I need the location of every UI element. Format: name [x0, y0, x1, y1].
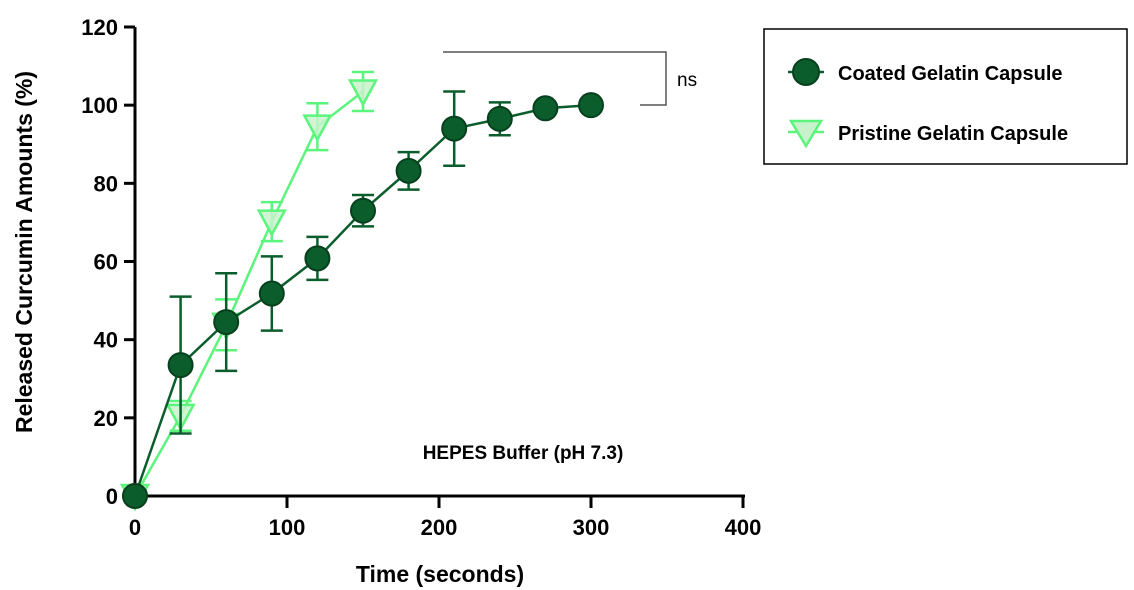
pristine-point [302, 114, 333, 143]
legend: Coated Gelatin Capsule Pristine Gelatin … [763, 28, 1128, 165]
significance-label: ns [677, 70, 697, 91]
legend-marker-coated [792, 58, 820, 86]
coated-point [258, 280, 285, 307]
significance-bracket [443, 51, 667, 106]
pristine-point [347, 79, 379, 108]
x-ticks: 0 100 200 300 400 [129, 496, 761, 540]
series-pristine [119, 70, 379, 512]
coated-line [133, 103, 592, 497]
coated-point [304, 245, 331, 272]
x-tick-label: 400 [725, 515, 762, 540]
y-tick-label: 80 [94, 171, 118, 196]
series-coated [122, 90, 604, 509]
x-tick-label: 300 [573, 515, 610, 540]
pristine-point [256, 209, 287, 238]
y-tick-label: 120 [81, 15, 118, 40]
y-tick-label: 60 [94, 250, 118, 275]
legend-marker-pristine [788, 119, 824, 149]
coated-point [578, 92, 604, 119]
y-tick-label: 0 [106, 484, 118, 509]
coated-point [441, 115, 468, 142]
x-axis-title: Time (seconds) [356, 561, 524, 587]
x-tick-label: 0 [129, 515, 141, 540]
coated-point [395, 157, 422, 184]
y-tick-label: 40 [94, 328, 118, 353]
x-tick-label: 100 [269, 515, 306, 540]
y-tick-label: 20 [94, 406, 118, 431]
y-tick-label: 100 [81, 93, 118, 118]
y-ticks: 0 20 40 60 80 100 120 [81, 15, 135, 509]
series-layer [119, 70, 604, 512]
legend-label-coated: Coated Gelatin Capsule [838, 63, 1063, 85]
legend-label-pristine: Pristine Gelatin Capsule [838, 123, 1068, 145]
coated-point [167, 352, 194, 379]
legend-box [763, 28, 1128, 165]
coated-point [486, 105, 513, 132]
pristine-line [133, 90, 364, 497]
coated-point [350, 197, 376, 224]
y-axis-title: Released Curcumin Amounts (%) [11, 71, 37, 433]
coated-point [122, 483, 148, 509]
coated-point [532, 95, 559, 122]
condition-annotation: HEPES Buffer (pH 7.3) [423, 443, 624, 464]
x-tick-label: 200 [421, 515, 458, 540]
coated-point [213, 309, 240, 336]
